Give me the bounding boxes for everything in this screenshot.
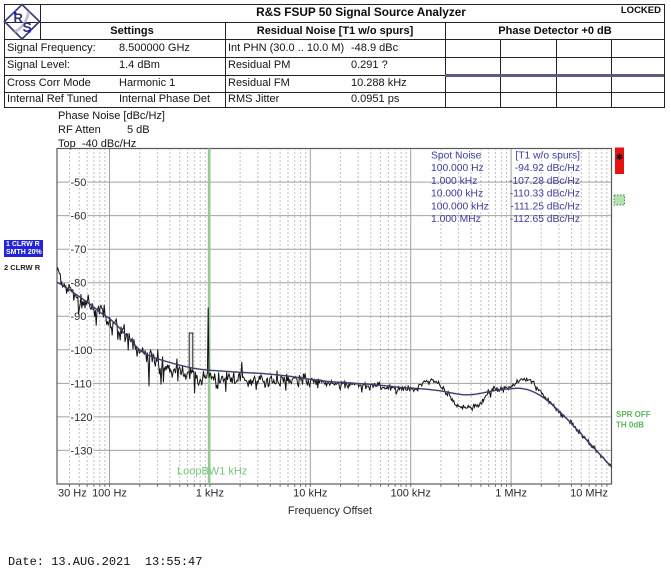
svg-text:10 kHz: 10 kHz — [293, 488, 327, 500]
svg-text:-60: -60 — [71, 211, 87, 223]
svg-text:1 MHz: 1 MHz — [495, 488, 527, 500]
svg-text:R: R — [14, 11, 24, 26]
svg-text:10 MHz: 10 MHz — [570, 488, 608, 500]
svg-text:-110.33 dBc/Hz: -110.33 dBc/Hz — [510, 189, 580, 200]
svg-text:1.000 kHz: 1.000 kHz — [431, 176, 477, 187]
svg-text:30 Hz: 30 Hz — [58, 488, 87, 500]
svg-text:100 Hz: 100 Hz — [92, 488, 127, 500]
svg-text:TH 0dB: TH 0dB — [616, 421, 644, 430]
svg-text:-112.65 dBc/Hz: -112.65 dBc/Hz — [510, 214, 580, 225]
svg-text:-107.28 dBc/Hz: -107.28 dBc/Hz — [509, 176, 580, 187]
svg-text:100.000 kHz: 100.000 kHz — [431, 201, 489, 212]
svg-text:[T1 w/o spurs]: [T1 w/o spurs] — [515, 151, 580, 162]
svg-text:-100: -100 — [71, 345, 93, 357]
svg-text:-111.25 dBc/Hz: -111.25 dBc/Hz — [511, 201, 580, 212]
svg-text:Spot Noise: Spot Noise — [431, 151, 482, 162]
svg-text:S: S — [23, 19, 32, 35]
svg-text:100.000 Hz: 100.000 Hz — [431, 163, 484, 174]
svg-text:-110: -110 — [71, 378, 92, 390]
svg-text:LoopBW1 kHz: LoopBW1 kHz — [177, 466, 247, 478]
svg-text:1 kHz: 1 kHz — [196, 488, 224, 500]
svg-text:-50: -50 — [71, 177, 87, 189]
svg-text:-80: -80 — [71, 278, 87, 290]
svg-text:-120: -120 — [71, 412, 93, 424]
svg-text:Frequency Offset: Frequency Offset — [288, 505, 372, 517]
svg-text:100 kHz: 100 kHz — [391, 488, 431, 500]
svg-text:10.000 kHz: 10.000 kHz — [431, 189, 483, 200]
svg-text:-90: -90 — [71, 311, 87, 323]
svg-text:✱: ✱ — [616, 152, 624, 162]
svg-text:-94.92 dBc/Hz: -94.92 dBc/Hz — [515, 163, 580, 174]
svg-text:1.000 MHz: 1.000 MHz — [431, 214, 481, 225]
svg-text:SPR OFF: SPR OFF — [616, 410, 651, 419]
svg-text:-130: -130 — [71, 445, 93, 457]
svg-text:-70: -70 — [71, 244, 87, 256]
